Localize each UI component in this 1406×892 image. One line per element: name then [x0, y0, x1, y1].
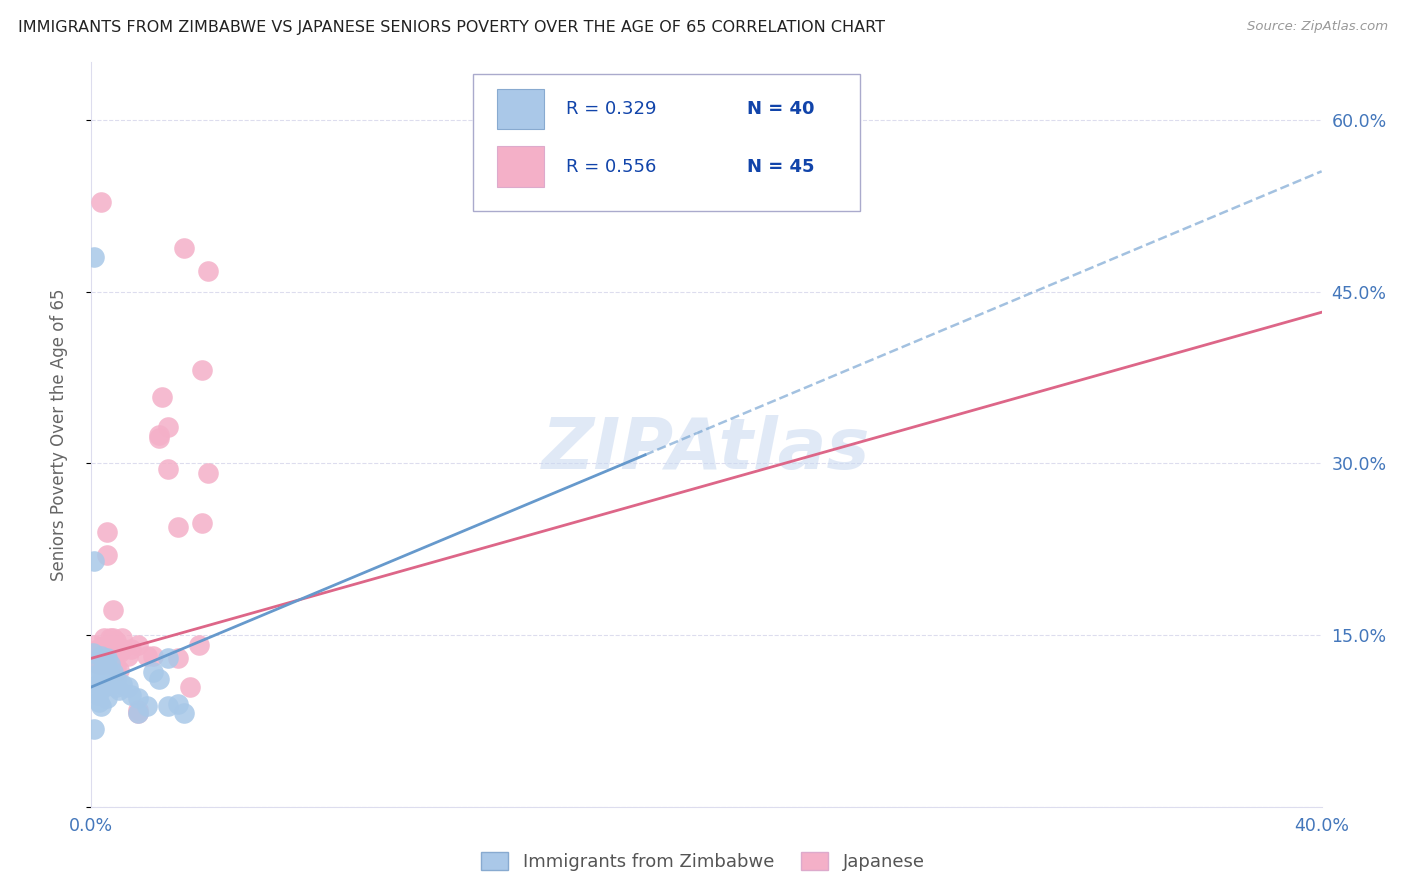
Point	[157, 420, 180, 434]
Point	[98, 657, 121, 671]
Point	[101, 676, 124, 690]
Point	[142, 648, 165, 663]
Point	[93, 680, 115, 694]
Point	[96, 660, 118, 674]
Point	[101, 631, 124, 645]
FancyBboxPatch shape	[472, 74, 860, 211]
Point	[90, 640, 112, 654]
Point	[83, 723, 105, 737]
Point	[82, 646, 104, 660]
Text: R = 0.556: R = 0.556	[567, 158, 657, 176]
Point	[135, 648, 157, 663]
Point	[93, 654, 115, 668]
Point	[127, 703, 149, 717]
Point	[108, 683, 131, 698]
Point	[105, 634, 127, 648]
Point	[90, 657, 112, 671]
Text: N = 40: N = 40	[747, 100, 814, 118]
Point	[101, 603, 124, 617]
Point	[86, 683, 108, 698]
Bar	[498, 88, 544, 129]
Point	[93, 657, 115, 671]
Point	[191, 516, 214, 530]
Point	[111, 676, 134, 690]
Point	[127, 706, 149, 721]
Point	[117, 680, 139, 694]
Point	[87, 695, 110, 709]
Text: IMMIGRANTS FROM ZIMBABWE VS JAPANESE SENIORS POVERTY OVER THE AGE OF 65 CORRELAT: IMMIGRANTS FROM ZIMBABWE VS JAPANESE SEN…	[18, 20, 886, 35]
Point	[197, 264, 219, 278]
Point	[83, 554, 105, 568]
Point	[127, 638, 149, 652]
Point	[96, 525, 118, 540]
Point	[197, 466, 219, 480]
Bar	[498, 146, 544, 187]
Point	[111, 642, 134, 657]
Point	[148, 431, 170, 445]
Point	[105, 680, 127, 694]
Point	[98, 668, 121, 682]
Point	[105, 660, 127, 674]
Point	[90, 648, 112, 663]
Point	[90, 699, 112, 714]
Point	[98, 631, 121, 645]
Point	[108, 646, 131, 660]
Point	[179, 680, 201, 694]
Point	[83, 250, 105, 264]
Text: ZIPAtlas: ZIPAtlas	[543, 416, 870, 484]
Point	[166, 651, 188, 665]
Point	[166, 697, 188, 711]
Point	[108, 663, 131, 677]
Text: N = 45: N = 45	[747, 158, 814, 176]
Legend: Immigrants from Zimbabwe, Japanese: Immigrants from Zimbabwe, Japanese	[474, 846, 932, 879]
Point	[90, 195, 112, 210]
Point	[150, 390, 173, 404]
Text: R = 0.329: R = 0.329	[567, 100, 657, 118]
Point	[101, 642, 124, 657]
Point	[127, 706, 149, 721]
Point	[173, 706, 195, 721]
Point	[166, 519, 188, 533]
Point	[105, 646, 127, 660]
Y-axis label: Seniors Poverty Over the Age of 65: Seniors Poverty Over the Age of 65	[49, 289, 67, 581]
Point	[96, 691, 118, 706]
Point	[148, 672, 170, 686]
Point	[86, 642, 108, 657]
Point	[148, 428, 170, 442]
Point	[96, 548, 118, 562]
Point	[188, 638, 211, 652]
Point	[93, 631, 115, 645]
Point	[157, 462, 180, 476]
Text: Source: ZipAtlas.com: Source: ZipAtlas.com	[1247, 20, 1388, 33]
Point	[90, 665, 112, 679]
Point	[86, 657, 108, 671]
Point	[173, 241, 195, 255]
Point	[90, 676, 112, 690]
Point	[93, 642, 115, 657]
Point	[111, 631, 134, 645]
Point	[101, 665, 124, 679]
Point	[84, 668, 107, 682]
Point	[98, 642, 121, 657]
Point	[86, 657, 108, 671]
Point	[135, 699, 157, 714]
Point	[98, 657, 121, 671]
Point	[86, 676, 108, 690]
Point	[157, 699, 180, 714]
Point	[120, 688, 142, 702]
Point	[157, 651, 180, 665]
Point	[96, 672, 118, 686]
Point	[83, 638, 105, 652]
Point	[93, 665, 115, 679]
Point	[120, 642, 142, 657]
Point	[191, 362, 214, 376]
Point	[105, 672, 127, 686]
Point	[96, 651, 118, 665]
Point	[86, 688, 108, 702]
Point	[127, 691, 149, 706]
Point	[142, 665, 165, 679]
Point	[117, 648, 139, 663]
